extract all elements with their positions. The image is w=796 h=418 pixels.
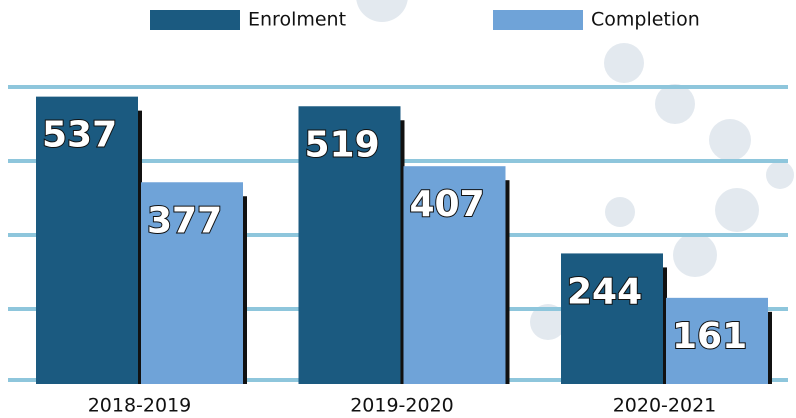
x-tick-label: 2020-2021 bbox=[613, 395, 717, 417]
decoration bbox=[356, 0, 794, 340]
bar bbox=[298, 106, 401, 384]
bar bbox=[666, 297, 768, 384]
value-label: 407 bbox=[410, 184, 485, 225]
legend-label: Enrolment bbox=[248, 9, 346, 31]
x-tick-label: 2019-2020 bbox=[350, 395, 454, 417]
bar bbox=[561, 253, 663, 384]
x-tick-label: 2018-2019 bbox=[88, 395, 192, 417]
value-label: 537 bbox=[42, 115, 117, 156]
value-label: 244 bbox=[567, 271, 642, 312]
bar bbox=[141, 182, 243, 384]
value-label: 519 bbox=[305, 124, 380, 165]
value-label: 161 bbox=[672, 316, 747, 357]
bar bbox=[403, 166, 506, 384]
legend-swatch bbox=[493, 10, 583, 30]
legend-swatch bbox=[150, 10, 240, 30]
value-label: 377 bbox=[147, 200, 222, 241]
bar bbox=[36, 96, 138, 384]
legend-label: Completion bbox=[591, 9, 700, 31]
